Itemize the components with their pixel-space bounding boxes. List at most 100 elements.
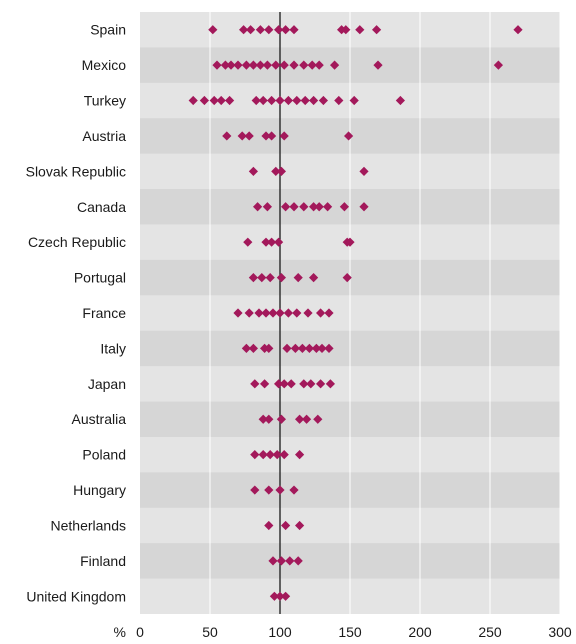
data-point (262, 60, 272, 70)
data-point (261, 131, 271, 141)
data-point (345, 237, 355, 247)
data-point (295, 414, 305, 424)
data-point (276, 556, 286, 566)
data-point (264, 25, 274, 35)
data-point (257, 272, 267, 283)
data-point (248, 60, 258, 70)
data-point (339, 202, 349, 212)
data-point (309, 272, 319, 283)
data-point (243, 237, 253, 247)
data-point (289, 25, 299, 35)
data-point (255, 25, 265, 35)
data-point (246, 25, 256, 35)
data-point (299, 202, 309, 212)
data-point (341, 25, 351, 35)
data-point (241, 343, 251, 354)
data-point (300, 95, 310, 106)
category-label: Portugal (74, 270, 126, 286)
category-label: Netherlands (51, 517, 127, 533)
data-point (226, 60, 236, 70)
data-point (289, 60, 299, 70)
data-point (275, 485, 285, 495)
x-tick-label: 50 (202, 624, 218, 640)
x-tick-label: 100 (268, 624, 292, 640)
data-point (299, 60, 309, 70)
x-tick-label: 200 (408, 624, 432, 640)
data-point (265, 272, 275, 283)
data-point (269, 591, 279, 601)
x-tick-label: 0 (136, 624, 144, 640)
data-point (251, 95, 261, 106)
x-tick-labels: 0 50 100 150 200 250 300 (136, 624, 572, 640)
data-point (258, 450, 268, 460)
data-point (248, 343, 258, 354)
data-point (241, 60, 251, 70)
data-point (264, 343, 274, 354)
data-point (306, 379, 316, 389)
data-point (254, 308, 264, 318)
data-point (248, 166, 258, 176)
data-point (279, 60, 289, 70)
data-point (212, 60, 222, 70)
data-point (248, 272, 258, 283)
data-point (513, 25, 523, 35)
data-point (395, 95, 405, 106)
data-point (268, 556, 278, 566)
data-point (342, 272, 352, 283)
data-point (208, 25, 218, 35)
data-point (295, 450, 305, 460)
data-point (260, 379, 270, 389)
data-point (334, 95, 344, 106)
data-point (250, 379, 260, 389)
data-point (188, 95, 198, 106)
data-point (293, 272, 303, 283)
data-point (304, 343, 314, 354)
data-point (281, 202, 291, 212)
data-point (302, 414, 312, 424)
data-point (324, 343, 334, 354)
data-point (295, 520, 305, 531)
data-point (309, 202, 319, 212)
data-point (267, 95, 277, 106)
category-label: Turkey (84, 93, 126, 109)
data-point (237, 131, 247, 141)
category-label: Spain (90, 22, 126, 38)
data-point (244, 131, 254, 141)
data-point (359, 202, 369, 212)
data-point (261, 308, 271, 318)
data-point (318, 95, 328, 106)
data-point (279, 450, 289, 460)
category-label: Slovak Republic (26, 163, 126, 179)
category-labels: Spain Mexico Turkey Austria Slovak Republic C… (26, 22, 127, 605)
data-point (355, 25, 365, 35)
data-point (258, 414, 268, 424)
data-point (314, 202, 324, 212)
data-point (216, 95, 226, 106)
category-label: United Kingdom (26, 588, 126, 604)
data-point (199, 95, 209, 106)
data-point (286, 379, 296, 389)
data-point (271, 166, 281, 176)
data-point (274, 25, 284, 35)
data-point (285, 556, 295, 566)
data-point (261, 237, 271, 247)
data-point (233, 60, 243, 70)
data-point (275, 95, 285, 106)
data-point (289, 202, 299, 212)
data-point (330, 60, 340, 70)
data-point (279, 379, 289, 389)
category-label: Czech Republic (28, 234, 126, 250)
data-point (311, 343, 321, 354)
data-point (292, 308, 302, 318)
data-point (282, 343, 292, 354)
data-points (188, 25, 523, 601)
data-point (279, 131, 289, 141)
x-axis-label: % (114, 624, 126, 640)
data-point (372, 25, 382, 35)
data-point (324, 308, 334, 318)
data-point (297, 343, 307, 354)
data-point (264, 485, 274, 495)
data-point (281, 520, 291, 531)
data-point (276, 272, 286, 283)
data-point (222, 131, 232, 141)
